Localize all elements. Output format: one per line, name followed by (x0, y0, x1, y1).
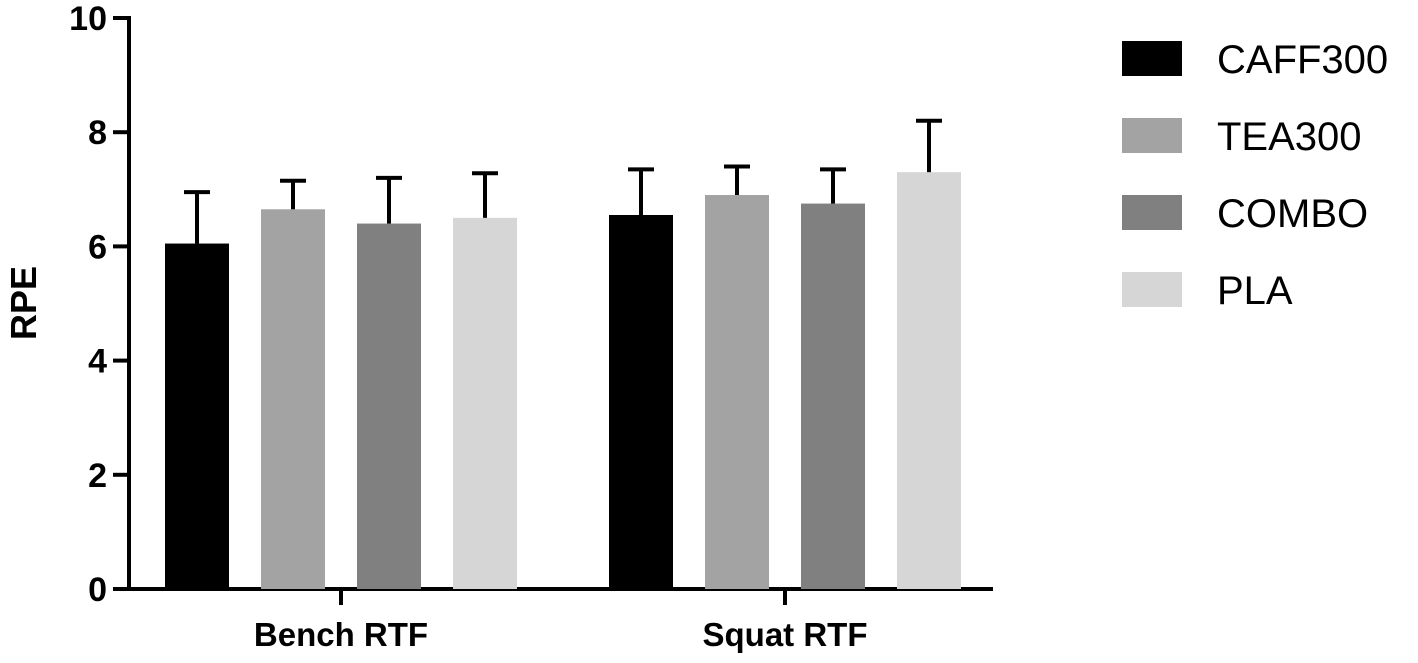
bar (357, 223, 421, 589)
y-tick-label: 4 (88, 343, 107, 381)
legend-swatch (1122, 118, 1182, 153)
y-axis-label: RPE (3, 266, 44, 340)
y-tick-label: 2 (88, 457, 107, 495)
bar (453, 217, 517, 589)
legend-swatch (1122, 195, 1182, 230)
bars (165, 172, 961, 590)
legend: CAFF300 TEA300 COMBO PLA (1122, 38, 1388, 313)
bar (609, 214, 673, 589)
bar (801, 203, 865, 589)
x-tick-label: Squat RTF (703, 616, 868, 653)
legend-swatch (1122, 272, 1182, 307)
legend-label: TEA300 (1217, 115, 1362, 159)
bar (261, 209, 325, 589)
y-tick-label: 6 (88, 228, 107, 266)
error-bars (184, 118, 942, 244)
legend-swatch (1122, 41, 1182, 76)
bar (705, 195, 769, 589)
y-tick-label: 10 (69, 0, 107, 38)
y-tick-label: 0 (88, 571, 107, 609)
bar (897, 172, 961, 590)
legend-label: CAFF300 (1217, 38, 1388, 82)
y-tick-label: 8 (88, 114, 107, 152)
legend-label: PLA (1217, 269, 1293, 313)
x-tick-label: Bench RTF (254, 616, 428, 653)
bar (165, 243, 229, 590)
legend-label: COMBO (1217, 192, 1368, 236)
